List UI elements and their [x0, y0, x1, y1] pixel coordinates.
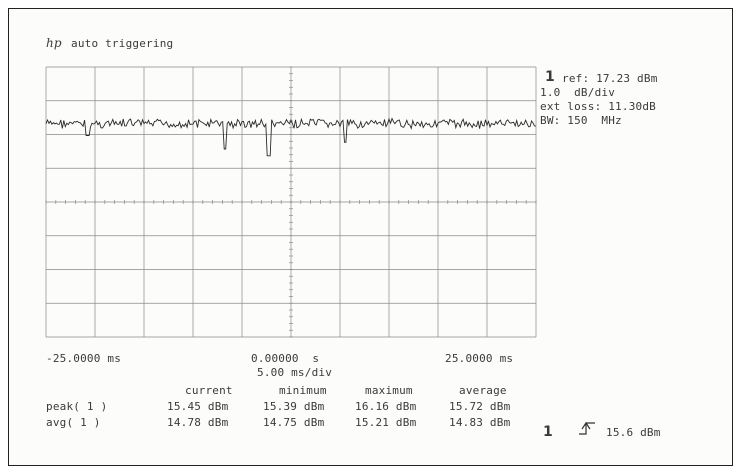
column-header-maximum: maximum: [365, 384, 413, 397]
avg-current-value: 14.78 dBm: [167, 416, 229, 429]
column-header-current: current: [185, 384, 233, 397]
channel-number: 1: [545, 69, 555, 85]
timebase-label: 5.00 ms/div: [257, 366, 333, 379]
column-header-average: average: [459, 384, 507, 397]
reference-level: ref: 17.23 dBm: [562, 72, 658, 85]
trigger-channel: 1: [543, 424, 553, 440]
peak-maximum-value: 16.16 dBm: [355, 400, 417, 413]
peak-current-value: 15.45 dBm: [167, 400, 229, 413]
row-label-avg: avg( 1 ): [46, 416, 101, 429]
avg-minimum-value: 14.75 dBm: [263, 416, 325, 429]
trigger-mode-label: auto triggering: [71, 37, 174, 50]
power-trace: [45, 117, 537, 157]
bandwidth: BW: 150 MHz: [540, 114, 622, 127]
avg-average-value: 14.83 dBm: [449, 416, 511, 429]
x-axis-left-label: -25.0000 ms: [46, 352, 122, 365]
peak-average-value: 15.72 dBm: [449, 400, 511, 413]
graticule-ticks: [45, 66, 537, 338]
instrument-screen: hp auto triggering 1 ref: 17.23 dBm 1.0 …: [8, 8, 733, 466]
hp-logo: hp: [46, 36, 62, 50]
vertical-scale: 1.0 dB/div: [540, 86, 616, 99]
x-axis-right-label: 25.0000 ms: [445, 352, 514, 365]
external-loss: ext loss: 11.30dB: [540, 100, 656, 113]
column-header-minimum: minimum: [279, 384, 327, 397]
avg-maximum-value: 15.21 dBm: [355, 416, 417, 429]
row-label-peak: peak( 1 ): [46, 400, 108, 413]
trigger-level-value: 15.6 dBm: [606, 426, 661, 439]
trigger-level-icon: [579, 421, 595, 435]
x-axis-center-label: 0.00000 s: [251, 352, 320, 365]
waveform-plot: [45, 66, 595, 435]
peak-minimum-value: 15.39 dBm: [263, 400, 325, 413]
